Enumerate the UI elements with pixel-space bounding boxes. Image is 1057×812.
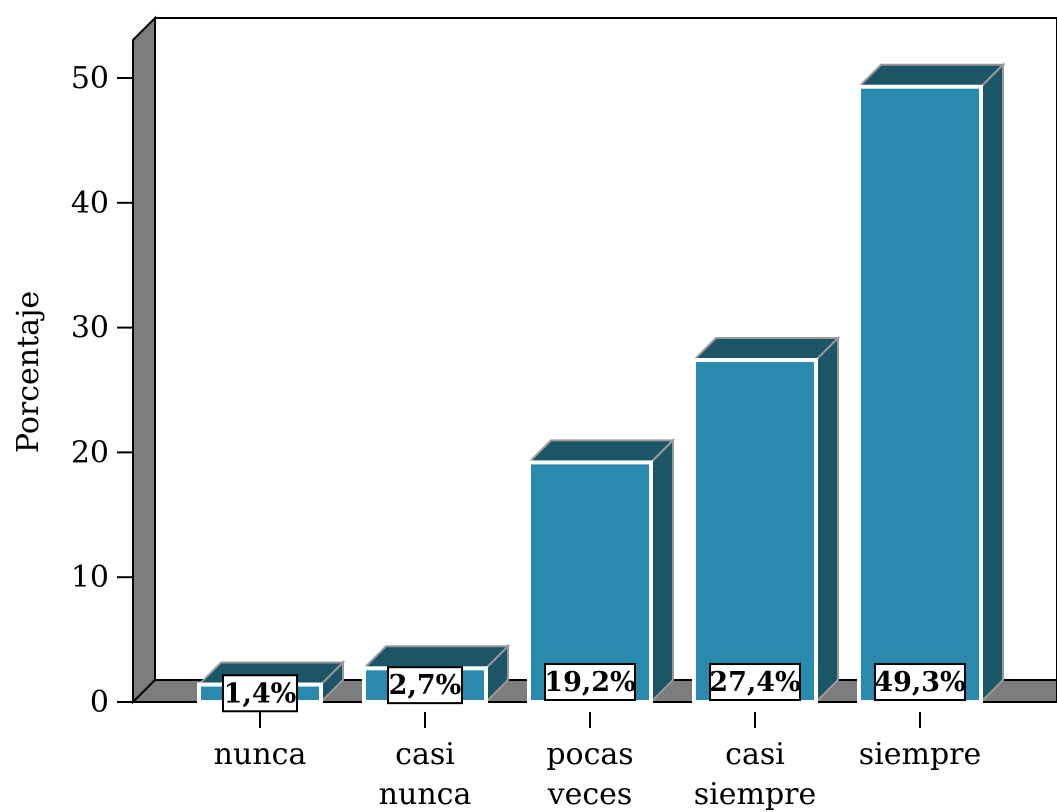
bars: 1,4% 2,7% 19,2% 27,4% 49,3% <box>196 62 1006 713</box>
data-label-box <box>874 663 966 701</box>
x-tick-label: casi siempre <box>694 737 817 812</box>
y-axis: 0 10 20 30 40 50 <box>71 61 134 720</box>
data-label-text: 19,2% <box>544 667 635 698</box>
y-axis-title: Porcentaje <box>11 291 46 453</box>
data-label: 2,7% <box>387 666 463 705</box>
x-tick-label: nunca <box>214 737 307 772</box>
data-label-text: 1,4% <box>224 678 297 709</box>
data-label: 27,4% <box>709 663 801 701</box>
bar-front-face <box>692 358 818 704</box>
x-tick-label-line: veces <box>547 777 633 812</box>
bar-top-face <box>856 63 1006 88</box>
y-tick-label: 50 <box>71 61 109 96</box>
x-tick-label-line: nunca <box>214 737 307 772</box>
bar-side-face <box>815 335 839 705</box>
bar-pocas-veces: 19,2% <box>526 437 676 705</box>
y-tick-label: 40 <box>71 186 109 221</box>
data-label-box <box>387 666 463 705</box>
bar-casi-nunca: 2,7% <box>361 643 511 705</box>
bar-siempre: 49,3% <box>856 62 1006 705</box>
x-tick-label-line: nunca <box>379 777 472 812</box>
y-tick-label: 10 <box>71 560 109 595</box>
y-tick-label: 30 <box>71 311 109 346</box>
data-label: 19,2% <box>544 663 636 701</box>
data-label-text: 27,4% <box>709 667 800 698</box>
bar-top-face <box>526 439 676 464</box>
data-label-box <box>544 663 636 701</box>
x-axis: nunca casi nunca pocas veces casi siempre siemp… <box>214 712 982 812</box>
x-tick-label: siempre <box>859 737 982 772</box>
x-tick-label-line: siempre <box>694 777 817 812</box>
bar-side-face <box>980 62 1004 705</box>
x-tick-label: casi nunca <box>379 737 472 812</box>
data-label-text: 2,7% <box>389 670 462 701</box>
bar-top-face <box>691 337 841 362</box>
x-tick-label-line: pocas <box>546 737 633 772</box>
bar-side-face <box>650 437 674 705</box>
side-wall <box>132 15 156 705</box>
bar-top-face <box>361 645 511 670</box>
x-tick-label-line: casi <box>725 737 785 772</box>
y-tick-label: 0 <box>90 685 109 720</box>
data-label: 1,4% <box>222 674 298 713</box>
x-tick-label-line: siempre <box>859 737 982 772</box>
data-label-box <box>222 674 298 713</box>
bar-casi-siempre: 27,4% <box>691 335 841 705</box>
x-tick-label-line: casi <box>395 737 455 772</box>
data-label: 49,3% <box>874 663 966 701</box>
y-tick-label: 20 <box>71 435 109 470</box>
data-label-box <box>709 663 801 701</box>
bar-nunca: 1,4% <box>196 660 346 713</box>
bar-front-face <box>857 84 983 704</box>
x-tick-label: pocas veces <box>546 737 633 812</box>
data-label-text: 49,3% <box>874 667 965 698</box>
bar-front-face <box>527 460 653 704</box>
